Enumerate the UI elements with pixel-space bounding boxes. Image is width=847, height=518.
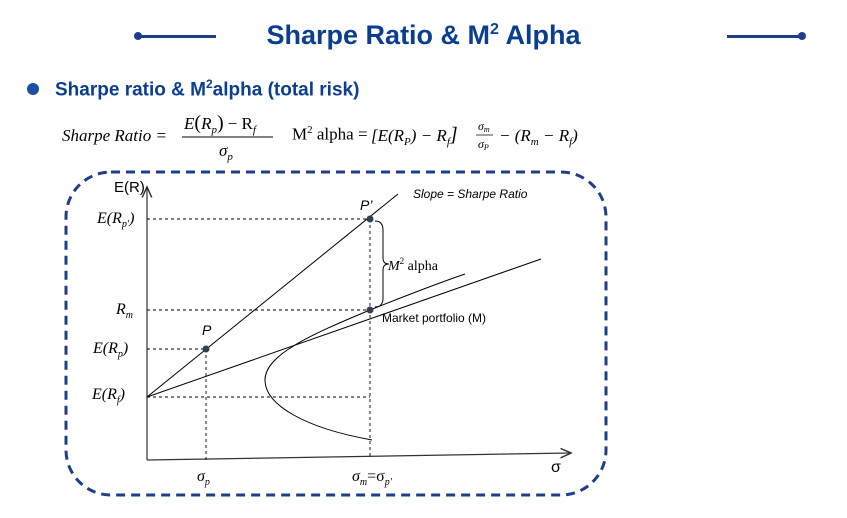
title-right-dot [798,32,806,40]
ylabel-erpprime: E(Rp′) [96,210,134,230]
efficient-frontier-upper [369,273,466,311]
point-pprime [366,215,374,223]
point-p [202,345,210,353]
sharpe-formula: Sharpe Ratio = E(Rp) − Rf σp [62,112,273,163]
ylabel-erf: E(Rf) [91,386,125,406]
cal-line-pprime [146,193,399,398]
sharpe-numerator: E(Rp) − Rf [183,112,258,136]
title-right-line [727,35,803,38]
point-market [366,306,374,314]
section-heading: Sharpe ratio & M2alpha (total risk) [55,77,360,101]
ylabel-erp: E(Rp) [92,340,128,360]
label-p: P [202,322,212,338]
sharpe-lhs: Sharpe Ratio = [62,126,167,145]
sharpe-denominator: σp [219,141,233,163]
xlabel-sigma-p: σp [197,468,210,488]
m2-tail-term: − (Rm − Rf) [499,126,578,148]
efficient-frontier-lower [264,309,373,441]
m2-alpha-label: M2 alpha [387,256,439,274]
m2-frac-den: σP [478,137,489,152]
guide-lines [147,218,371,460]
label-slope: Slope = Sharpe Ratio [413,187,528,201]
x-axis [146,453,570,461]
m2-frac-num: σm [478,119,490,134]
title-left-dot [134,32,142,40]
label-pprime: P’ [360,197,373,213]
title-left-line [140,35,216,38]
ylabel-rm: Rm [115,301,133,321]
m2-bracket-term: [E(RP) − Rf] [371,124,458,148]
diagram-frame [64,170,608,497]
m2-formula: [E(RP) − Rf] σm σP − (Rm − Rf) [371,119,578,152]
y-axis-label: E(R) [114,179,145,196]
page-title: Sharpe Ratio & M2 Alpha [266,20,581,50]
m2-formula-label: M2 alpha = [292,124,368,144]
m2-alpha-brace [374,220,390,308]
cml-line [146,258,542,398]
bullet-icon [27,83,39,95]
xlabel-sigma-m: σm=σp′ [352,468,393,488]
x-axis-label: σ [551,459,561,476]
label-market: Market portfolio (M) [382,311,486,325]
